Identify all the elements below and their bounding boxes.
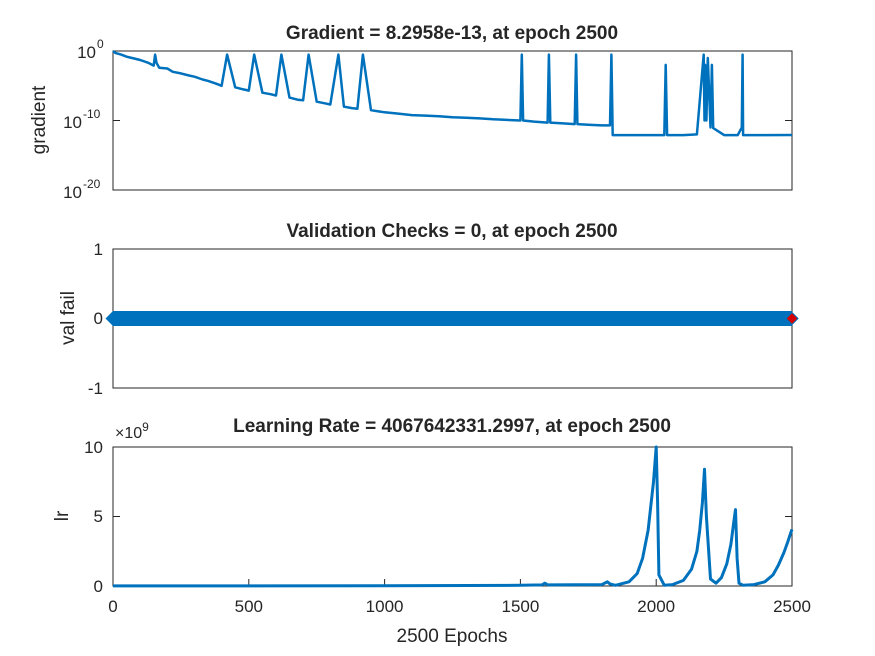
learning-rate-xtick-label: 2000 <box>637 597 675 616</box>
learning-rate-ytick-label: 10 <box>84 438 103 457</box>
learning-rate-xtick-label: 1500 <box>501 597 539 616</box>
gradient-series-line <box>112 50 793 137</box>
gradient-axes-box <box>112 50 793 191</box>
gradient-yticks <box>113 50 792 191</box>
validation-start-marker <box>105 311 121 326</box>
learning-rate-title: Learning Rate = 4067642331.2997, at epoc… <box>233 416 671 437</box>
validation-panel: Validation Checks = 0, at epoch 2500 1 0… <box>58 221 799 398</box>
learning-rate-xtick-label: 1000 <box>366 597 404 616</box>
validation-ytick-label: 0 <box>94 309 103 328</box>
validation-title: Validation Checks = 0, at epoch 2500 <box>286 221 617 242</box>
gradient-ytick-label: 10 <box>63 183 82 202</box>
learning-rate-ytick-label: 5 <box>94 507 103 526</box>
learning-rate-xtick-label: 2500 <box>773 597 811 616</box>
validation-best-marker <box>785 311 799 326</box>
gradient-ytick-exponent: 0 <box>97 37 104 51</box>
learning-rate-exponent-label: ×109 <box>115 420 149 442</box>
validation-ytick-label: 1 <box>94 240 103 259</box>
validation-ytick-label: -1 <box>88 379 103 398</box>
learning-rate-panel: Learning Rate = 4067642331.2997, at epoc… <box>52 416 811 647</box>
learning-rate-ytick-label: 0 <box>94 577 103 596</box>
learning-rate-series-line <box>113 445 794 588</box>
validation-ylabel: val fail <box>58 291 79 345</box>
gradient-ylabel: gradient <box>29 85 50 154</box>
validation-series-markers <box>113 311 792 326</box>
learning-rate-axes-box <box>112 446 793 587</box>
gradient-ytick-label: 10 <box>77 43 96 62</box>
learning-rate-xtick-label: 500 <box>235 597 263 616</box>
gradient-ytick-exponent: -10 <box>83 107 101 121</box>
learning-rate-xtick-label: 0 <box>108 597 117 616</box>
gradient-title: Gradient = 8.2958e-13, at epoch 2500 <box>286 23 618 44</box>
learning-rate-ylabel: lr <box>52 510 73 521</box>
gradient-panel: Gradient = 8.2958e-13, at epoch 2500 10 … <box>29 23 793 202</box>
gradient-ytick-label: 10 <box>63 113 82 132</box>
learning-rate-xlabel: 2500 Epochs <box>397 626 508 647</box>
gradient-ytick-exponent: -20 <box>83 177 101 191</box>
